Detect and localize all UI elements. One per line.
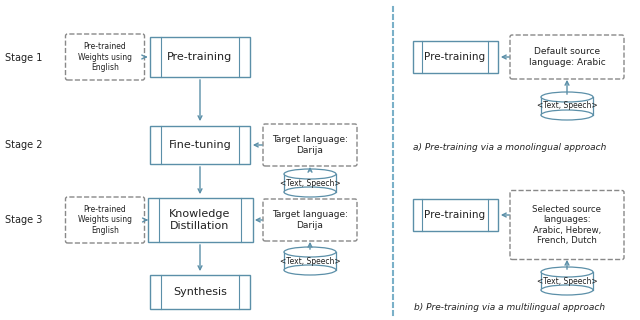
Ellipse shape xyxy=(284,247,336,257)
FancyBboxPatch shape xyxy=(65,34,145,80)
Text: a) Pre-training via a monolingual approach: a) Pre-training via a monolingual approa… xyxy=(413,142,607,151)
Text: Fine-tuning: Fine-tuning xyxy=(168,140,232,150)
FancyBboxPatch shape xyxy=(147,198,253,242)
Text: Default source
language: Arabic: Default source language: Arabic xyxy=(529,47,605,67)
Text: Pre-trained
Weights using
English: Pre-trained Weights using English xyxy=(78,42,132,72)
Text: Stage 2: Stage 2 xyxy=(5,140,42,150)
Text: Knowledge
Distillation: Knowledge Distillation xyxy=(170,209,230,231)
Ellipse shape xyxy=(284,187,336,197)
Text: <Text, Speech>: <Text, Speech> xyxy=(537,276,597,285)
FancyBboxPatch shape xyxy=(150,275,250,309)
Text: Synthesis: Synthesis xyxy=(173,287,227,297)
FancyBboxPatch shape xyxy=(413,199,497,231)
Ellipse shape xyxy=(284,265,336,275)
Text: Pre-training: Pre-training xyxy=(424,52,486,62)
Text: <Text, Speech>: <Text, Speech> xyxy=(280,257,340,266)
Text: Target language:
Darija: Target language: Darija xyxy=(272,210,348,230)
Text: Stage 3: Stage 3 xyxy=(5,215,42,225)
FancyBboxPatch shape xyxy=(510,190,624,260)
FancyBboxPatch shape xyxy=(510,35,624,79)
Ellipse shape xyxy=(541,267,593,277)
FancyBboxPatch shape xyxy=(150,126,250,164)
Ellipse shape xyxy=(284,169,336,179)
Text: Pre-training: Pre-training xyxy=(424,210,486,220)
FancyBboxPatch shape xyxy=(263,199,357,241)
Text: Pre-trained
Weights using
English: Pre-trained Weights using English xyxy=(78,205,132,235)
FancyBboxPatch shape xyxy=(263,124,357,166)
Text: Target language:
Darija: Target language: Darija xyxy=(272,135,348,155)
Ellipse shape xyxy=(541,285,593,295)
FancyBboxPatch shape xyxy=(65,197,145,243)
FancyBboxPatch shape xyxy=(413,41,497,73)
Text: b) Pre-training via a multilingual approach: b) Pre-training via a multilingual appro… xyxy=(415,303,605,313)
FancyBboxPatch shape xyxy=(150,37,250,77)
Text: Stage 1: Stage 1 xyxy=(5,53,42,63)
Ellipse shape xyxy=(541,92,593,102)
Text: Pre-training: Pre-training xyxy=(168,52,232,62)
Text: Selected source
languages:
Arabic, Hebrew,
French, Dutch: Selected source languages: Arabic, Hebre… xyxy=(532,205,602,245)
Ellipse shape xyxy=(541,110,593,120)
Text: <Text, Speech>: <Text, Speech> xyxy=(537,101,597,110)
Text: <Text, Speech>: <Text, Speech> xyxy=(280,179,340,188)
